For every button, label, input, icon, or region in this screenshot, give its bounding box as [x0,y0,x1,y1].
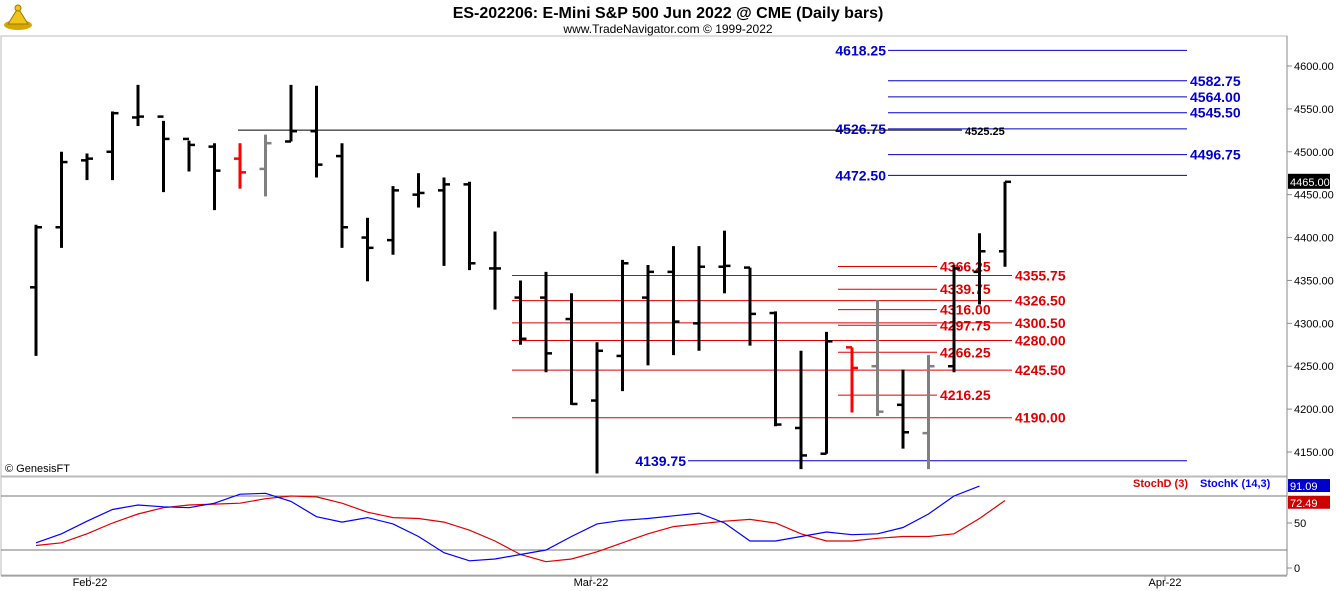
ohlc-bar [744,266,756,346]
ohlc-bar [438,177,450,266]
last-price-box [1288,173,1330,189]
price-axis: 4150.00 4200.00 4250.00 4300.00 4350.00 4400.… [1287,61,1334,459]
time-tick-label: Feb-22 [73,577,108,589]
price-tick-label: 4400.00 [1294,233,1334,245]
ohlc-bar [846,346,858,413]
price-tick-label: 4350.00 [1294,275,1334,287]
price-tick-label: 4450.00 [1294,190,1334,202]
ohlc-bar [693,246,705,351]
red-level-label: 4355.75 [1015,268,1066,284]
blue-level-label: 4139.75 [635,453,686,469]
red-level-label: 4245.50 [1015,362,1066,378]
blue-level-label: 4564.00 [1190,89,1241,105]
stochastic-panel: 0 50 StochD (3) StochK (14,3) 91.09 72.49 [1,478,1330,575]
ohlc-bar [234,143,246,189]
ohlc-bar [463,181,476,271]
ohlc-bar [157,115,170,193]
ohlc-bar [642,265,654,366]
ohlc-bar [489,231,501,310]
blue-level-label: 4472.50 [835,167,886,183]
stoch-k-line [35,485,980,562]
red-level-label: 4266.25 [940,344,991,360]
ohlc-bar [361,217,374,282]
ohlc-bars [30,84,1011,474]
red-level-label: 4297.75 [940,317,991,333]
ohlc-bar [208,143,221,211]
stoch-tick-label: 0 [1294,563,1300,575]
red-level-label: 4366.25 [940,259,991,275]
time-axis: Feb-22 Mar-22 Apr-22 [73,576,1182,589]
red-level-label: 4339.75 [940,281,991,297]
ohlc-bar [591,342,603,474]
ohlc-bar [310,85,323,178]
stoch-k-value: 91.09 [1290,481,1318,493]
ohlc-bar [30,224,42,356]
ohlc-bar [999,180,1011,267]
ohlc-bar [55,151,68,248]
blue-level-label: 4618.25 [835,42,886,58]
price-tick-label: 4600.00 [1294,61,1334,73]
genie-lamp-logo-icon [4,4,32,30]
price-tick-label: 4200.00 [1294,404,1334,416]
time-tick-label: Apr-22 [1148,577,1181,589]
ohlc-bar [718,230,731,294]
ohlc-bar [514,280,527,345]
last-price-label: 4465.00 [1290,177,1330,189]
ohlc-bar [667,246,680,356]
chart-subtitle: www.TradeNavigator.com © 1999-2022 [562,22,772,36]
stoch-d-legend: StochD (3) [1133,478,1188,490]
price-tick-label: 4250.00 [1294,361,1334,373]
ohlc-bar [948,265,960,373]
ohlc-bar [81,153,93,181]
ohlc-bar [897,369,909,449]
red-level-label: 4300.50 [1015,315,1066,331]
red-level-label: 4280.00 [1015,332,1066,348]
price-tick-label: 4300.00 [1294,318,1334,330]
ohlc-bar [412,173,425,208]
chart-title: ES-202206: E-Mini S&P 500 Jun 2022 @ CME… [453,5,884,22]
price-tick-label: 4550.00 [1294,104,1334,116]
stoch-d-value: 72.49 [1290,498,1318,510]
ohlc-bar [336,143,348,248]
blue-level-label: 4526.75 [835,121,886,137]
stoch-tick-label: 50 [1294,518,1306,530]
ohlc-bar [922,355,935,470]
black-level-label: 4525.25 [965,126,1005,138]
ohlc-bar [795,350,807,470]
red-level-label: 4190.00 [1015,410,1066,426]
ohlc-bar [106,111,119,181]
price-tick-label: 4500.00 [1294,147,1334,159]
stoch-d-value-box [1288,495,1330,509]
red-level-label: 4316.00 [940,302,991,318]
blue-level-label: 4545.50 [1190,105,1241,121]
ohlc-bar [387,186,399,255]
blue-level-label: 4582.75 [1190,73,1241,89]
stoch-k-legend: StochK (14,3) [1200,478,1271,490]
red-level-label: 4216.25 [940,387,991,403]
ohlc-bar [183,137,195,172]
genesis-watermark: © GenesisFT [5,463,70,475]
stoch-k-value-box [1288,479,1330,493]
time-tick-label: Mar-22 [574,577,609,589]
ohlc-bar [820,331,833,455]
red-level-label: 4326.50 [1015,293,1066,309]
ohlc-bar [616,259,629,392]
ohlc-bar [132,84,144,127]
ohlc-bar [769,311,782,427]
price-tick-label: 4150.00 [1294,447,1334,459]
ohlc-bar [973,233,986,305]
ohlc-bar [565,293,578,406]
ohlc-bar [871,300,884,416]
ohlc-bar [540,271,552,373]
ohlc-bar [259,134,272,197]
ohlc-bar [285,84,297,143]
blue-level-label: 4496.75 [1190,147,1241,163]
